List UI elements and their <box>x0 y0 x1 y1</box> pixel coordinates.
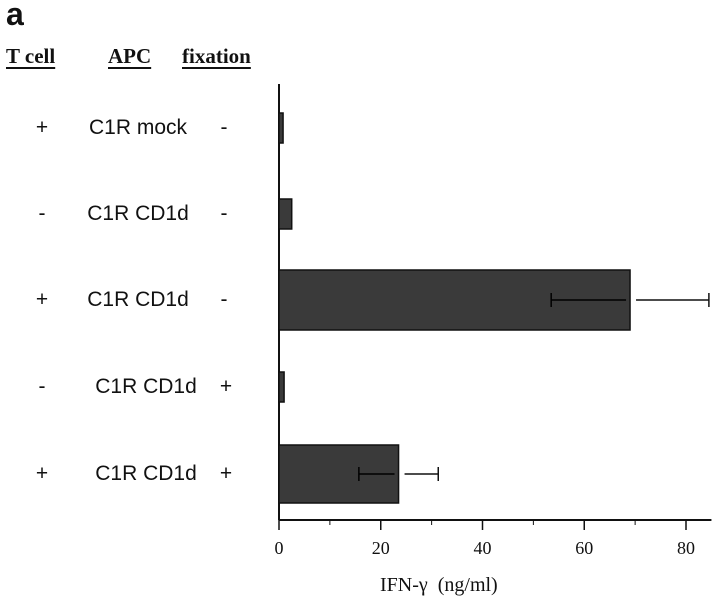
row-3-t-cell: + <box>35 288 49 311</box>
row-4-fixation: + <box>219 375 233 398</box>
row-5-fixation: + <box>219 462 233 485</box>
header-t-cell: T cell <box>6 44 56 68</box>
header-fixation: fixation <box>182 44 251 68</box>
row-4-t-cell: - <box>38 375 46 398</box>
row-3-fixation: - <box>220 288 228 311</box>
row-3-apc: C1R CD1d <box>87 288 189 311</box>
row-5-apc: C1R CD1d <box>95 462 197 485</box>
x-tick-label-40: 40 <box>474 538 492 558</box>
row-5-t-cell: + <box>35 462 49 485</box>
panel-label: a <box>6 0 24 32</box>
x-axis-label: IFN-γ (ng/ml) <box>380 574 498 596</box>
row-1-fixation: - <box>220 116 228 139</box>
x-tick-label-80: 80 <box>677 538 695 558</box>
header-apc: APC <box>108 44 152 68</box>
bar-2 <box>278 198 293 230</box>
bar-4 <box>278 371 285 403</box>
row-4-apc: C1R CD1d <box>95 375 197 398</box>
bar-1 <box>278 112 284 144</box>
row-1-t-cell: + <box>35 116 49 139</box>
x-tick-label-0: 0 <box>275 538 284 558</box>
row-1-apc: C1R mock <box>88 116 188 139</box>
row-2-apc: C1R CD1d <box>87 202 189 225</box>
x-tick-label-20: 20 <box>372 538 390 558</box>
row-2-t-cell: - <box>38 202 46 225</box>
row-2-fixation: - <box>220 202 228 225</box>
x-tick-label-60: 60 <box>575 538 593 558</box>
